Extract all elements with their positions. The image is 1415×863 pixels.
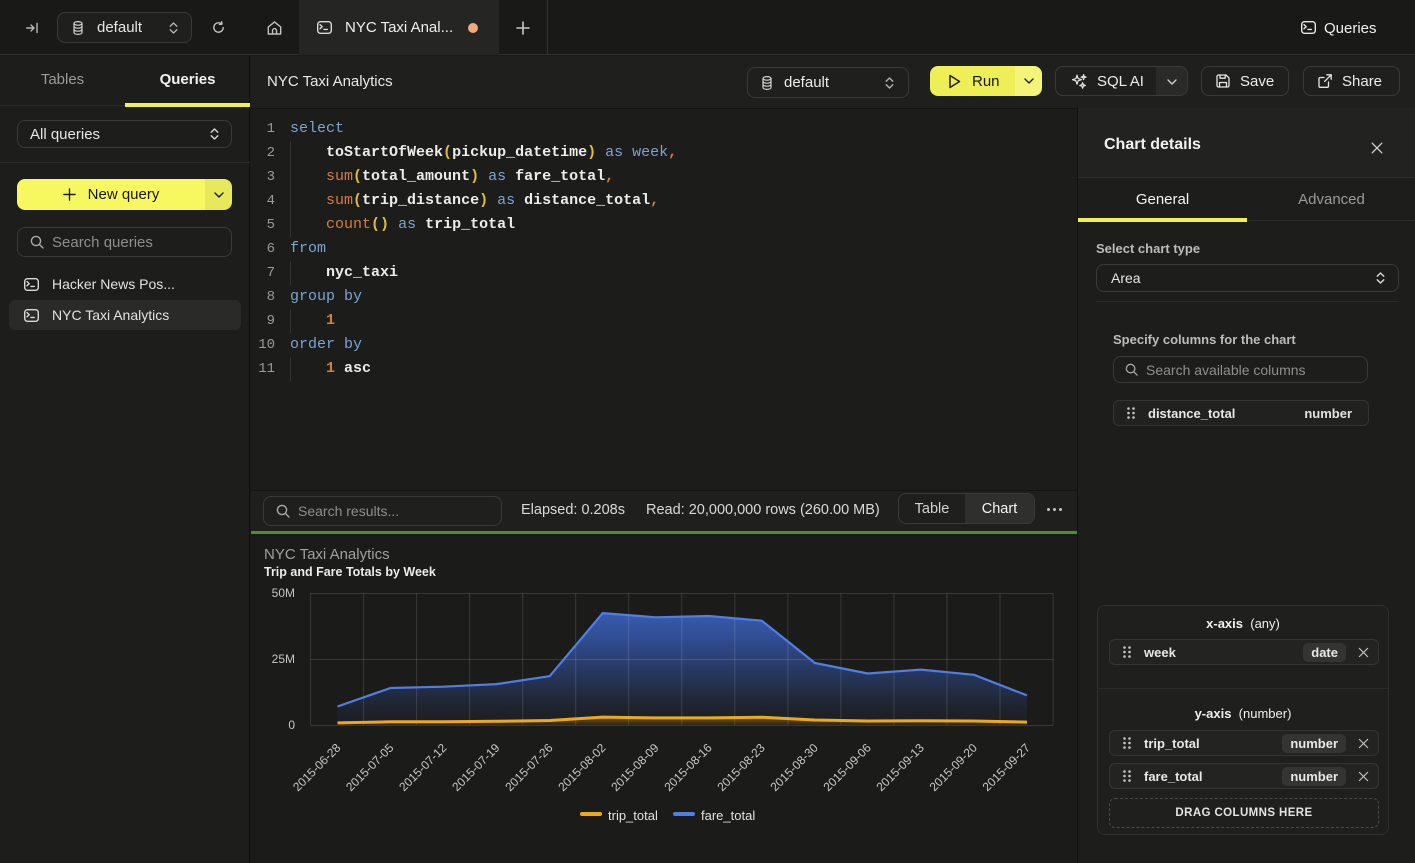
svg-text:2015-07-05: 2015-07-05 bbox=[343, 740, 397, 794]
svg-text:trip_total: trip_total bbox=[608, 808, 658, 823]
svg-text:2015-07-12: 2015-07-12 bbox=[396, 740, 450, 794]
svg-text:2015-07-26: 2015-07-26 bbox=[502, 740, 556, 794]
svg-text:2015-09-20: 2015-09-20 bbox=[927, 740, 981, 794]
svg-text:2015-08-23: 2015-08-23 bbox=[714, 740, 768, 794]
svg-text:2015-09-06: 2015-09-06 bbox=[821, 740, 875, 794]
svg-text:2015-09-13: 2015-09-13 bbox=[874, 740, 928, 794]
svg-text:25M: 25M bbox=[272, 652, 295, 666]
svg-text:2015-08-02: 2015-08-02 bbox=[555, 740, 609, 794]
svg-text:2015-08-30: 2015-08-30 bbox=[768, 740, 822, 794]
svg-text:2015-09-27: 2015-09-27 bbox=[980, 740, 1034, 794]
svg-text:2015-08-16: 2015-08-16 bbox=[661, 740, 715, 794]
svg-text:fare_total: fare_total bbox=[701, 808, 755, 823]
svg-text:2015-07-19: 2015-07-19 bbox=[449, 740, 503, 794]
svg-text:0: 0 bbox=[288, 718, 295, 732]
svg-text:2015-08-09: 2015-08-09 bbox=[608, 740, 662, 794]
svg-text:50M: 50M bbox=[272, 586, 295, 600]
svg-text:2015-06-28: 2015-06-28 bbox=[290, 740, 344, 794]
